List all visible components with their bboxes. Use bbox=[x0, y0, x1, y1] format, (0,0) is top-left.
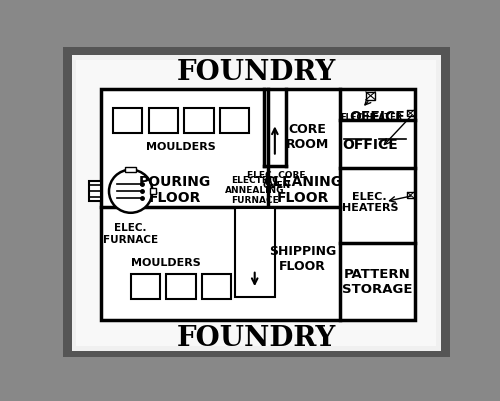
Text: OFFICE: OFFICE bbox=[342, 138, 398, 152]
Bar bbox=[130, 274, 160, 299]
Text: FOUNDRY: FOUNDRY bbox=[176, 324, 336, 351]
Text: MOULDERS: MOULDERS bbox=[146, 142, 216, 152]
Text: POURING
FLOOR: POURING FLOOR bbox=[139, 174, 211, 205]
Bar bbox=[148, 109, 178, 134]
Bar bbox=[126, 167, 136, 172]
Text: ELEC.
FURNACE: ELEC. FURNACE bbox=[103, 223, 158, 244]
Bar bbox=[113, 109, 142, 134]
Bar bbox=[202, 274, 232, 299]
Text: MOULDERS: MOULDERS bbox=[132, 258, 201, 268]
Text: SHIPPING
FLOOR: SHIPPING FLOOR bbox=[269, 245, 336, 273]
Bar bbox=[166, 274, 196, 299]
Bar bbox=[101, 89, 415, 320]
Bar bbox=[150, 189, 156, 195]
Bar bbox=[408, 193, 414, 198]
Text: ELEC.HEATER: ELEC.HEATER bbox=[340, 113, 402, 122]
Text: CORE
ROOM: CORE ROOM bbox=[286, 123, 330, 151]
Bar bbox=[366, 93, 375, 100]
Bar bbox=[234, 209, 275, 297]
Bar bbox=[89, 182, 101, 202]
Bar bbox=[408, 111, 414, 116]
Circle shape bbox=[109, 170, 152, 213]
Text: OFFICE: OFFICE bbox=[350, 109, 406, 124]
Text: FOUNDRY: FOUNDRY bbox=[176, 59, 336, 86]
Text: ELECTRIC
ANNEALING
FURNACE: ELECTRIC ANNEALING FURNACE bbox=[225, 175, 284, 205]
Text: CLEANING
FLOOR: CLEANING FLOOR bbox=[263, 174, 342, 205]
Bar bbox=[220, 109, 250, 134]
Text: ELEC. CORE
OVEN: ELEC. CORE OVEN bbox=[247, 170, 306, 190]
Text: ELEC.
HEATERS: ELEC. HEATERS bbox=[342, 191, 398, 213]
Bar bbox=[184, 109, 214, 134]
Text: PATTERN
STORAGE: PATTERN STORAGE bbox=[342, 267, 413, 296]
